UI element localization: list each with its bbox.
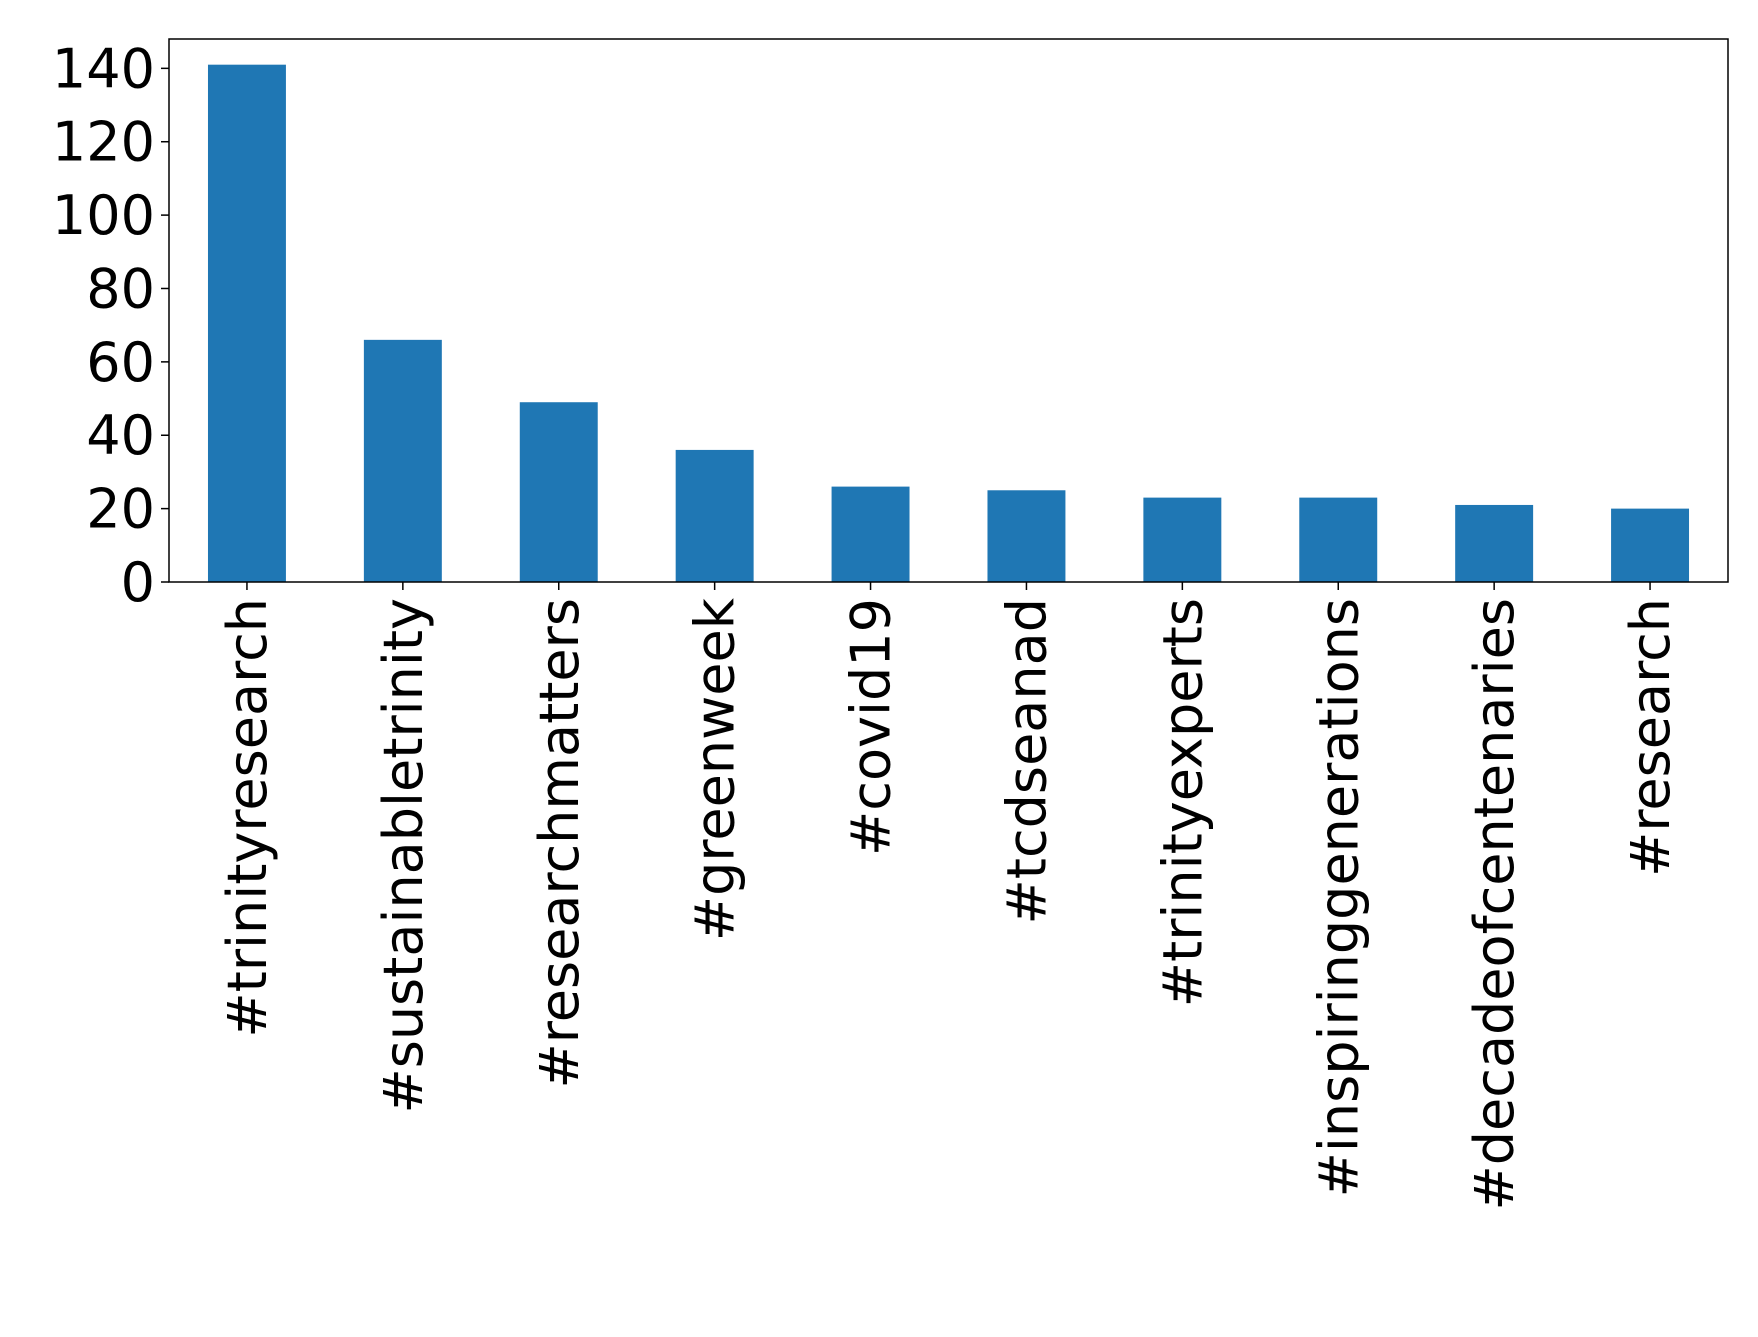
y-tick-label: 0 <box>121 551 155 614</box>
bar <box>831 486 910 582</box>
bar <box>1299 497 1378 582</box>
y-tick-label: 20 <box>86 478 155 541</box>
bar <box>1455 504 1534 582</box>
bar <box>207 64 286 582</box>
x-tick-label: #trinityexperts <box>1151 598 1214 1007</box>
x-tick-label: #greenweek <box>684 597 747 941</box>
x-tick-label: #researchmatters <box>528 598 591 1088</box>
y-tick-label: 120 <box>52 111 155 174</box>
bar <box>1611 508 1690 582</box>
y-tick-label: 100 <box>52 184 155 247</box>
bar <box>363 339 442 582</box>
plot-frame <box>168 38 1729 583</box>
bar <box>675 449 754 582</box>
y-tick-label: 80 <box>86 257 155 320</box>
x-tick-label: #research <box>1619 598 1682 877</box>
x-tick-label: #inspiringgenerations <box>1307 598 1370 1197</box>
x-tick-label: #tcdseanad <box>995 598 1058 924</box>
bar <box>1143 497 1222 582</box>
y-tick-label: 40 <box>86 404 155 467</box>
x-tick-label: #trinityresearch <box>216 598 279 1038</box>
y-tick-label: 60 <box>86 331 155 394</box>
x-tick-label: #decadeofcentenaries <box>1463 598 1526 1210</box>
y-tick-label: 140 <box>52 37 155 100</box>
bar <box>987 490 1066 582</box>
x-tick-label: #sustainabletrinity <box>372 598 435 1114</box>
bar <box>519 402 598 582</box>
x-tick-label: #covid19 <box>840 598 903 856</box>
